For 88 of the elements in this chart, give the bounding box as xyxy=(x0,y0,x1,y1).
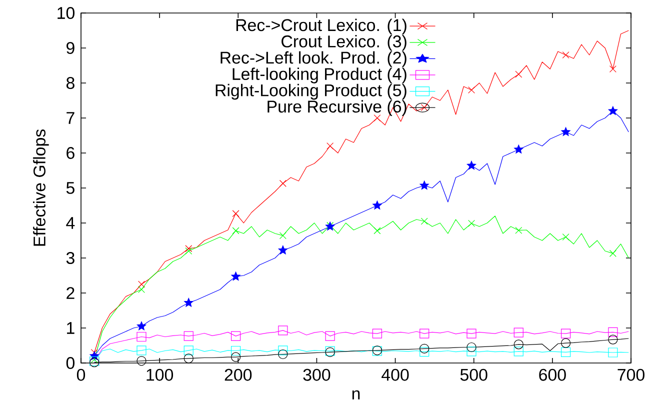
y-tick-label: 3 xyxy=(66,252,74,264)
point xyxy=(466,160,476,170)
y-tick-label: 7 xyxy=(66,112,74,124)
point xyxy=(562,52,570,58)
legend-label: Right-Looking Product (5) xyxy=(216,84,406,100)
point xyxy=(232,227,240,234)
point xyxy=(230,352,241,362)
x-tick-label: 200 xyxy=(224,368,252,381)
point xyxy=(561,127,570,136)
point xyxy=(185,248,192,254)
point xyxy=(420,344,430,354)
point xyxy=(466,342,476,352)
point xyxy=(608,327,618,337)
x-tick-label: 600 xyxy=(539,368,566,381)
point xyxy=(560,338,571,348)
legend-label: Rec->Crout Lexico. (1) xyxy=(236,18,406,34)
point xyxy=(136,356,146,366)
x-axis-title: n xyxy=(352,390,360,400)
point xyxy=(231,272,240,280)
point xyxy=(420,347,430,357)
point xyxy=(184,354,194,364)
point xyxy=(420,328,430,338)
y-tick-label: 8 xyxy=(66,77,74,89)
point xyxy=(136,346,146,356)
y-tick-label: 10 xyxy=(58,6,74,19)
point xyxy=(468,86,475,94)
point xyxy=(184,331,194,341)
point xyxy=(230,331,241,341)
point xyxy=(138,280,145,288)
point xyxy=(184,346,194,356)
point xyxy=(136,332,146,342)
point xyxy=(609,250,616,257)
y-tick-label: 5 xyxy=(66,182,74,194)
point xyxy=(136,321,146,330)
point xyxy=(90,349,98,356)
y-axis-title: Effective Gflops xyxy=(33,129,49,246)
point xyxy=(90,356,98,363)
point xyxy=(515,70,522,78)
point xyxy=(374,114,381,122)
x-tick-label: 300 xyxy=(303,368,330,381)
point xyxy=(560,328,571,338)
legend-label: Left-looking Product (4) xyxy=(232,68,406,84)
point xyxy=(514,328,524,338)
point xyxy=(420,180,429,190)
point xyxy=(185,245,192,252)
point xyxy=(325,331,335,341)
legend-label: Crout Lexico. (3) xyxy=(282,34,406,51)
point xyxy=(232,210,240,218)
point xyxy=(609,66,616,72)
point xyxy=(562,234,570,240)
point xyxy=(372,200,382,210)
point xyxy=(608,334,618,344)
point xyxy=(420,218,428,225)
point xyxy=(608,348,618,358)
point xyxy=(515,226,522,234)
point xyxy=(514,144,524,154)
point xyxy=(138,286,145,293)
point xyxy=(468,220,475,227)
point xyxy=(514,340,524,350)
x-tick-label: 400 xyxy=(382,368,409,381)
y-tick-label: 1 xyxy=(67,322,74,334)
x-tick-label: 500 xyxy=(460,368,488,381)
point xyxy=(279,232,286,240)
point xyxy=(230,346,241,356)
point xyxy=(278,245,288,254)
point xyxy=(466,328,476,338)
point xyxy=(514,346,524,356)
point xyxy=(279,180,286,187)
point xyxy=(278,349,288,360)
point xyxy=(374,227,381,234)
point xyxy=(326,142,334,150)
point xyxy=(278,346,288,356)
legend-label: Rec->Left look. Prod. (2) xyxy=(220,51,406,68)
y-tick-label: 4 xyxy=(66,217,75,229)
x-tick-label: 700 xyxy=(618,368,644,381)
point xyxy=(184,298,194,307)
y-tick-label: 9 xyxy=(66,42,74,54)
y-tick-label: 6 xyxy=(66,147,74,159)
point xyxy=(608,106,618,115)
point xyxy=(466,346,476,356)
y-tick-label: 0 xyxy=(66,357,75,369)
x-tick-label: 0 xyxy=(76,368,86,381)
legend-label: Pure Recursive (6) xyxy=(268,100,406,116)
y-tick-label: 2 xyxy=(66,287,74,299)
x-tick-label: 100 xyxy=(146,368,174,381)
point xyxy=(560,347,571,357)
point xyxy=(372,328,382,338)
point xyxy=(278,326,288,336)
